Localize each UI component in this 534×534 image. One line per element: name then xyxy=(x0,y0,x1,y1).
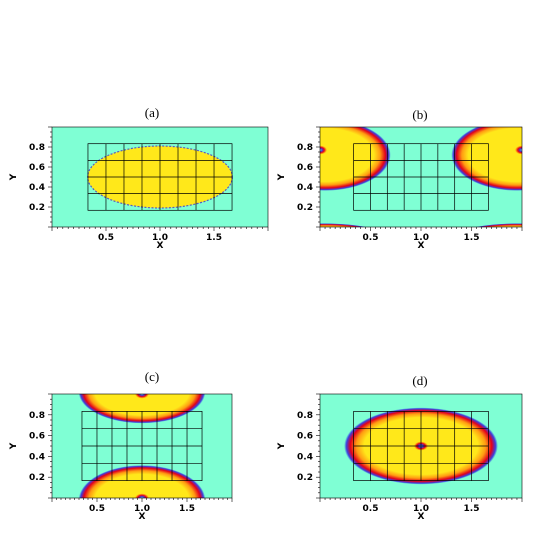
panel-c: (c) 0.5 1.0 1.5 0.2 0.4 0.6 0.8 X Y xyxy=(9,369,233,522)
panel-b: (b) 0.5 1.0 1.5 0.2 0.4 0.6 0.8 X Y xyxy=(277,107,523,251)
panel-d-ytick-label: 0.6 xyxy=(297,432,313,442)
panel-b-blob-3 xyxy=(474,223,522,227)
panel-c-ylabel: Y xyxy=(9,442,19,450)
panel-c-xtick-label: 1.5 xyxy=(179,504,195,514)
panel-b-blob-1 xyxy=(451,127,522,191)
panel-b-blob-2 xyxy=(320,223,368,227)
panel-c-xlabel: X xyxy=(139,512,146,522)
panel-c-ytick-label: 0.2 xyxy=(29,473,45,483)
panel-a-plot: 0.5 1.0 1.5 0.2 0.4 0.6 0.8 xyxy=(29,126,269,243)
panel-b-blob-0 xyxy=(320,127,391,191)
panel-c-ticks xyxy=(48,393,233,502)
panel-b-xtick-label: 1.0 xyxy=(413,233,429,243)
panel-d-xlabel: X xyxy=(418,512,425,522)
panel-c-xtick-label: 0.5 xyxy=(89,504,105,514)
panel-c-blob-0 xyxy=(78,394,206,424)
panel-a-ytick-label: 0.8 xyxy=(29,143,45,153)
panel-d-ytick-label: 0.2 xyxy=(297,473,313,483)
panel-c-plot: 0.5 1.0 1.5 0.2 0.4 0.6 0.8 xyxy=(29,393,233,514)
panel-b-title: (b) xyxy=(412,107,427,122)
panel-b-core-0 xyxy=(320,145,327,155)
panel-a-xtick-label: 1.0 xyxy=(152,233,168,243)
panel-c-ytick-label: 0.6 xyxy=(29,432,45,442)
panel-b-ylabel: Y xyxy=(277,173,287,181)
panel-c-title: (c) xyxy=(145,369,159,384)
panel-b-xlabel: X xyxy=(418,241,425,251)
panel-a-mesh xyxy=(87,143,233,211)
panel-a-xtick-label: 1.5 xyxy=(206,233,222,243)
panel-c-blob-1 xyxy=(78,465,206,498)
panel-b-ytick-label: 0.4 xyxy=(297,183,313,193)
panel-a-xlabel: X xyxy=(157,241,164,251)
panel-d-xtick-label: 1.5 xyxy=(464,504,480,514)
panel-d-ticks xyxy=(316,393,523,502)
panel-b-xtick-label: 0.5 xyxy=(363,233,379,243)
panel-a-ticks xyxy=(48,126,269,231)
panel-a-ytick-label: 0.2 xyxy=(29,203,45,213)
panel-b-field xyxy=(320,127,522,227)
panel-b-xtick-label: 1.5 xyxy=(464,233,480,243)
panel-c-mesh xyxy=(81,411,203,481)
panel-d-xtick-label: 0.5 xyxy=(363,504,379,514)
panel-c-ytick-label: 0.4 xyxy=(29,452,45,462)
panel-a-ylabel: Y xyxy=(9,173,19,181)
panel-b-ytick-label: 0.2 xyxy=(297,203,313,213)
panel-b-ytick-label: 0.6 xyxy=(297,163,313,173)
panel-d-ylabel: Y xyxy=(277,442,287,450)
panel-c-field xyxy=(78,394,206,498)
panel-a-ytick-label: 0.6 xyxy=(29,163,45,173)
panel-c-xtick-label: 1.0 xyxy=(134,504,150,514)
panel-a-xtick-label: 0.5 xyxy=(98,233,114,243)
panel-b-mesh xyxy=(353,143,489,211)
panel-b-ytick-label: 0.8 xyxy=(297,143,313,153)
panel-b-plot: 0.5 1.0 1.5 0.2 0.4 0.6 0.8 xyxy=(297,126,523,243)
panel-b-core-1 xyxy=(515,145,522,155)
panel-c-core-0 xyxy=(135,394,149,399)
panel-d-title: (d) xyxy=(412,373,427,388)
panel-d-mesh xyxy=(353,411,489,481)
panel-b-ticks xyxy=(316,126,523,231)
panel-a: (a) 0.5 1.0 1.5 0.2 0.4 0.6 0.8 X Y xyxy=(9,105,269,251)
panel-d-xtick-label: 1.0 xyxy=(413,504,429,514)
panel-d: (d) 0.5 1.0 1.5 0.2 0.4 0.6 0.8 X Y xyxy=(277,373,523,522)
panel-a-ytick-label: 0.4 xyxy=(29,183,45,193)
panel-d-ytick-label: 0.8 xyxy=(297,411,313,421)
panel-c-core-1 xyxy=(135,493,149,498)
panel-a-title: (a) xyxy=(145,105,159,120)
panel-c-ytick-label: 0.8 xyxy=(29,411,45,421)
panel-d-ytick-label: 0.4 xyxy=(297,452,313,462)
panel-d-plot: 0.5 1.0 1.5 0.2 0.4 0.6 0.8 xyxy=(297,393,523,514)
